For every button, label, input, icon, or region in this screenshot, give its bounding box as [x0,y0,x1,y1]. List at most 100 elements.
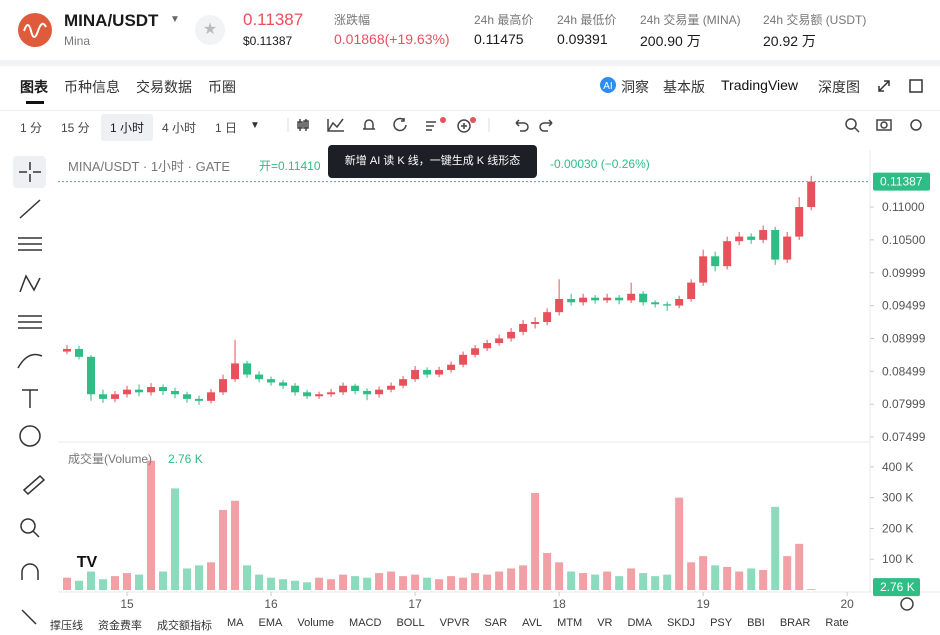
indicator[interactable]: EMA [258,617,283,629]
candle-body [327,392,336,395]
interval-active[interactable]: 1 小时 [101,114,154,141]
svg-text:AI: AI [603,81,612,92]
volume-tick-label: 400 K [882,460,913,474]
volume-bar [411,574,420,590]
volume-bar [555,562,564,590]
volume-bar [63,577,72,590]
indicator[interactable]: AVL [522,617,543,629]
volume-bar [399,576,408,590]
volume-bar [615,576,624,590]
candle-body [555,299,564,313]
coin-name: Mina [64,34,91,48]
indicator[interactable]: 资金费率 [98,620,142,632]
indicator[interactable]: Rate [825,617,849,629]
candle-body [99,394,108,399]
volume-bar [735,571,744,590]
candle-body [447,364,456,370]
candle-body [771,230,780,260]
volume-bar [711,565,720,590]
indicator[interactable]: BOLL [396,617,425,629]
indicator[interactable]: VPVR [439,617,470,629]
candle-body [591,297,600,301]
settings-icon[interactable] [900,597,914,611]
last-price: 0.11387 [243,10,304,29]
candle-body [471,348,480,355]
right-tab[interactable]: TradingView [721,77,799,93]
indicator[interactable]: PSY [710,617,733,629]
tab[interactable]: 币圈 [208,79,236,95]
x-tick-label: 19 [696,597,710,611]
indicator[interactable]: SAR [484,617,508,629]
indicator[interactable]: BRAR [779,617,811,629]
candle-body [75,348,84,357]
x-tick-label: 20 [841,597,855,611]
interval[interactable]: 15 分 [61,121,90,135]
indicator-bar: 撑压线 资金费率 成交额指标 MA EMA Volume MACD BOLL VPVR SAR AV… [50,617,849,633]
candle-body [207,392,216,401]
indicator[interactable]: Volume [297,617,335,629]
right-tab[interactable]: 深度图 [818,79,860,95]
candle-body [735,236,744,242]
indicator[interactable]: MACD [349,617,382,629]
candle-body [507,331,516,339]
candle-body [639,293,648,303]
legend-open: 开=0.11410 [259,159,321,173]
toolbar-icons[interactable] [280,114,930,136]
candle-body [387,385,396,390]
indicator[interactable]: MTM [557,617,583,629]
tab[interactable]: 交易数据 [136,79,192,95]
stat-label: 24h 最低价 [557,13,617,27]
volume-bar [663,574,672,590]
indicator[interactable]: DMA [627,617,652,629]
candle-body [627,293,636,301]
indicator[interactable]: MA [227,617,244,629]
y-tick-label: 0.07499 [882,430,926,444]
window-icons[interactable] [876,78,936,94]
symbol[interactable]: MINA/USDT [64,11,159,30]
volume-bar [603,571,612,590]
interval[interactable]: 1 日 [215,121,238,135]
stat-value: 0.11475 [474,31,524,47]
indicator[interactable]: VR [597,617,613,629]
indicator[interactable]: 撑压线 [50,620,83,632]
interval[interactable]: 1 分 [20,121,43,135]
interval[interactable]: 4 小时 [162,121,197,135]
volume-bar [75,580,84,590]
volume-bar [483,574,492,590]
candle-body [279,382,288,386]
dropdown-caret[interactable]: ▼ [170,14,180,25]
interval-caret[interactable]: ▼ [250,120,260,131]
right-tab[interactable]: 基本版 [663,79,705,95]
candle-body [147,387,156,393]
volume-bar [771,506,780,590]
volume-bar [687,562,696,590]
chart: 成交量(Volume) 2.76 K TV 0.11000 0.10500 0.09… [58,150,940,611]
candle-body [663,304,672,306]
candle-body [651,302,660,305]
indicator[interactable]: BBI [747,617,765,629]
volume-bar [111,576,120,590]
volume-bar [507,568,516,590]
last-volume-label: 2.76 K [880,580,915,594]
indicator[interactable]: SKDJ [666,617,696,629]
candle-body [579,297,588,303]
y-tick-label: 0.10500 [882,233,926,247]
indicator[interactable]: 成交额指标 [157,620,212,632]
volume-bar [207,562,216,590]
drawing-tools[interactable] [0,150,58,635]
volume-bar [423,577,432,590]
candle-body [747,236,756,240]
volume-bar [99,579,108,590]
tab[interactable]: 币种信息 [64,79,120,95]
favorite-star[interactable]: ★ [195,15,225,45]
right-tab[interactable]: 洞察 [621,79,649,95]
candle-body [243,363,252,375]
volume-bar [723,566,732,590]
tab-active[interactable]: 图表 [20,79,48,95]
candle-body [123,389,132,395]
candle-body [315,394,324,397]
volume-bar [495,571,504,590]
candle-body [375,389,384,395]
candle-body [87,356,96,395]
